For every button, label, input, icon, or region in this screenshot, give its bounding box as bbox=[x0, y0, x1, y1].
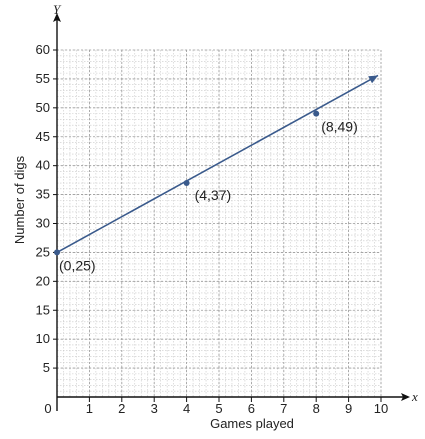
x-tick-label: 1 bbox=[86, 401, 93, 416]
y-tick-label: 30 bbox=[36, 216, 50, 231]
x-axis-letter: x bbox=[411, 389, 418, 404]
data-series: (0,25) (4,37) (8,49) bbox=[54, 74, 379, 273]
y-tick-label: 25 bbox=[36, 244, 50, 259]
data-point-label: (4,37) bbox=[195, 187, 232, 203]
data-point bbox=[54, 249, 60, 256]
y-tick-label: 60 bbox=[36, 42, 50, 57]
x-tick-label: 7 bbox=[280, 401, 287, 416]
y-tick-label: 45 bbox=[36, 129, 50, 144]
y-axis-arrowhead bbox=[53, 13, 61, 22]
series-arrowhead bbox=[368, 75, 378, 84]
axes bbox=[53, 13, 410, 411]
x-tick-label: 10 bbox=[374, 401, 388, 416]
y-tick-label: 5 bbox=[43, 360, 50, 375]
y-tick-label: 10 bbox=[36, 331, 50, 346]
x-axis-title: Games played bbox=[210, 416, 294, 431]
x-tick-label: 6 bbox=[248, 401, 255, 416]
y-axis-letter: Y bbox=[53, 2, 62, 17]
y-tick-label: 15 bbox=[36, 302, 50, 317]
y-tick-label: 40 bbox=[36, 158, 50, 173]
y-tick-label: 35 bbox=[36, 187, 50, 202]
series-line bbox=[56, 74, 379, 254]
y-tick-label: 55 bbox=[36, 71, 50, 86]
y-tick-label: 20 bbox=[36, 273, 50, 288]
x-tick-label: 8 bbox=[313, 401, 320, 416]
data-point bbox=[183, 180, 190, 187]
x-tick-label: 5 bbox=[215, 401, 222, 416]
x-tick-label: 0 bbox=[44, 401, 51, 416]
y-tick-label: 50 bbox=[36, 100, 50, 115]
x-tick-label: 3 bbox=[151, 401, 158, 416]
data-point bbox=[313, 110, 320, 117]
x-tick-label: 2 bbox=[118, 401, 125, 416]
x-tick-label: 4 bbox=[183, 401, 190, 416]
data-point-label: (0,25) bbox=[59, 257, 96, 273]
x-tick-label: 9 bbox=[345, 401, 352, 416]
x-axis-arrowhead bbox=[401, 393, 410, 401]
major-grid bbox=[57, 49, 382, 397]
y-axis-title: Number of digs bbox=[12, 155, 27, 244]
data-point-label: (8,49) bbox=[321, 119, 358, 135]
